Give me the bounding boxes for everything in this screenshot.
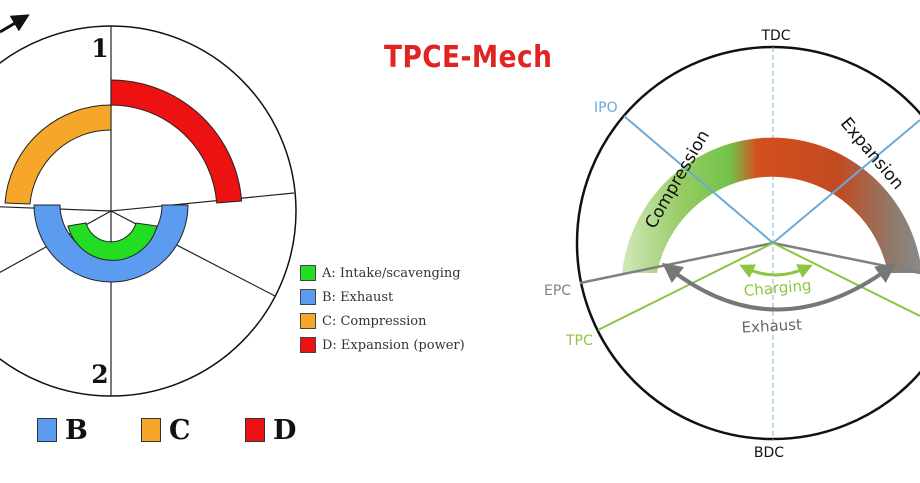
key-label-b: B	[65, 414, 88, 446]
tpc-label: TPC	[565, 333, 593, 349]
legend-swatch-exhaust	[300, 289, 316, 305]
key-item-c: C	[141, 414, 191, 446]
key-swatch-d	[245, 418, 265, 442]
ipo-label: IPO	[594, 100, 618, 116]
legend-label-intake: A: Intake/scavenging	[322, 265, 461, 281]
exhaust-arrow	[662, 262, 897, 312]
legend-label-compression: C: Compression	[322, 313, 427, 329]
tpc-line	[597, 242, 774, 331]
epc-label: EPC	[544, 283, 571, 299]
legend-swatch-expansion	[300, 337, 316, 353]
rotation-arrow-icon	[0, 14, 30, 34]
right-outer-circle	[575, 45, 920, 441]
left-timing-diagram: 1 2	[0, 14, 297, 397]
legend-swatch-intake	[300, 265, 316, 281]
bdc-label: BDC	[754, 445, 784, 461]
page-title: TPCE-Mech	[384, 40, 553, 75]
compression-arc	[4, 104, 112, 205]
legend-swatch-compression	[300, 313, 316, 329]
key-swatch-b	[37, 418, 57, 442]
key-swatch-c	[141, 418, 161, 442]
exhaust-label: Exhaust	[741, 315, 802, 336]
legend-item-expansion: D: Expansion (power)	[300, 335, 465, 355]
position-label-1: 1	[91, 34, 108, 63]
compression-expansion-band	[622, 137, 920, 273]
ipo-line	[623, 115, 774, 244]
legend-label-exhaust: B: Exhaust	[322, 289, 394, 305]
right-timing-diagram: TDC BDC IPO EPC TPC Compression Expansio…	[544, 28, 920, 461]
left-divider-left-upper	[0, 206, 112, 212]
key-label-d: D	[273, 414, 297, 446]
key-label-c: C	[169, 414, 191, 446]
epc-line	[579, 241, 774, 285]
key-item-d: D	[245, 414, 297, 446]
expansion-arc	[110, 79, 243, 204]
intake-ring	[67, 222, 158, 261]
left-divider-right-upper	[110, 192, 295, 212]
charging-arrow	[739, 264, 813, 279]
tdc-label: TDC	[760, 28, 790, 44]
legend-item-exhaust: B: Exhaust	[300, 287, 393, 307]
charging-label: Charging	[743, 276, 812, 300]
ipo-line-right	[772, 119, 920, 244]
legend-label-expansion: D: Expansion (power)	[322, 337, 465, 353]
position-label-2: 2	[91, 360, 108, 389]
legend-item-compression: C: Compression	[300, 311, 427, 331]
key-item-b: B	[37, 414, 88, 446]
legend-item-intake: A: Intake/scavenging	[300, 263, 461, 283]
